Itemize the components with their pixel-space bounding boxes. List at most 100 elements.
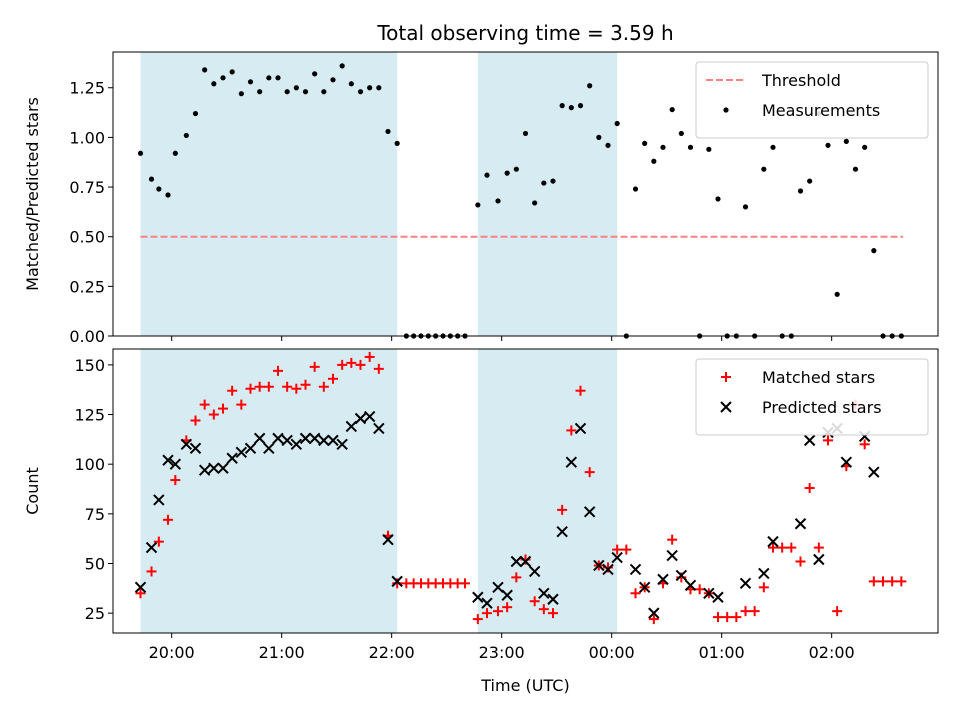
legend-label-0: Threshold <box>761 71 841 90</box>
measurement-point-70 <box>770 144 776 150</box>
measurement-point-74 <box>807 178 813 184</box>
predicted-point-51 <box>684 579 697 592</box>
predicted-point-b <box>739 577 752 590</box>
measurement-point-13 <box>257 89 263 95</box>
predicted-point-b <box>602 563 614 576</box>
predicted-point-b <box>198 464 211 476</box>
measurement-point-63 <box>706 146 712 152</box>
predicted-point-27 <box>382 533 394 546</box>
x-tick-label-5: 01:00 <box>699 643 745 662</box>
measurement-point-45 <box>541 180 547 186</box>
measurement-point-43 <box>522 130 529 137</box>
measurement-point-64 <box>715 196 721 202</box>
predicted-point-19 <box>308 432 321 445</box>
predicted-point-35 <box>528 565 541 578</box>
matched-point-54 <box>621 544 632 555</box>
matched-point-57 <box>648 614 659 625</box>
predicted-point-b <box>244 442 257 455</box>
y-tick-label-1: 50 <box>85 554 105 573</box>
matched-point-4 <box>170 475 181 486</box>
predicted-point-18 <box>299 432 312 445</box>
predicted-point-b <box>528 565 541 578</box>
matched-point-15 <box>273 365 283 376</box>
predicted-point-0 <box>134 581 147 594</box>
predicted-point-b <box>327 434 339 447</box>
predicted-point-b <box>758 567 770 580</box>
measurement-point-50 <box>587 83 593 89</box>
matched-point-65 <box>722 612 733 623</box>
predicted-point-b <box>556 526 568 538</box>
predicted-point-24 <box>354 412 367 425</box>
matched-point-18 <box>300 379 311 390</box>
legend-box <box>695 358 929 436</box>
predicted-point-b <box>226 452 238 464</box>
predicted-point-b <box>492 581 504 594</box>
matched-point-22 <box>337 359 348 370</box>
predicted-point-b <box>712 591 724 603</box>
predicted-point-57 <box>794 518 807 530</box>
predicted-point-b <box>813 553 825 566</box>
predicted-point-b <box>145 541 158 554</box>
x-tick-label-4: 00:00 <box>589 643 635 662</box>
measurement-point-21 <box>330 77 336 83</box>
x-tick-label-1: 21:00 <box>259 643 305 662</box>
matched-point-80 <box>859 439 870 450</box>
predicted-point-25 <box>363 410 376 423</box>
predicted-point-b <box>481 597 493 609</box>
predicted-point-26 <box>373 422 385 435</box>
predicted-point-b <box>638 581 651 594</box>
predicted-point-b <box>299 432 312 445</box>
predicted-point-23 <box>345 420 358 433</box>
predicted-point-b <box>519 555 532 568</box>
predicted-point-b <box>684 579 697 592</box>
predicted-point-b <box>868 466 880 478</box>
matched-point-53 <box>612 544 623 555</box>
matched-point-26 <box>373 363 384 374</box>
predicted-point-4 <box>169 458 182 470</box>
predicted-point-29 <box>472 591 484 603</box>
measurement-point-78 <box>843 138 849 144</box>
predicted-point-8 <box>208 462 220 474</box>
y-tick-label-2: 0.50 <box>69 228 105 247</box>
measurement-point-28 <box>394 140 400 146</box>
matched-point-2 <box>153 536 164 547</box>
measurement-point-17 <box>293 85 299 91</box>
y-tick-label-0: 0.00 <box>69 327 105 346</box>
matched-point-64 <box>713 612 723 623</box>
measurement-point-9 <box>220 75 226 81</box>
matched-point-84 <box>896 576 907 587</box>
measurement-point-76 <box>825 142 831 148</box>
measurement-point-58 <box>660 144 666 150</box>
matched-point-67 <box>740 606 751 617</box>
matched-point-11 <box>236 399 247 410</box>
measurement-point-18 <box>302 89 309 95</box>
predicted-point-2 <box>153 494 165 506</box>
predicted-point-5 <box>180 438 193 451</box>
measurement-point-52 <box>605 142 611 148</box>
predicted-point-b <box>538 587 550 599</box>
predicted-point-b <box>235 446 248 458</box>
measurement-point-26 <box>376 85 382 91</box>
predicted-point-32 <box>501 589 513 601</box>
y-tick-label-1: 0.25 <box>69 277 105 296</box>
matched-point-69 <box>758 582 769 593</box>
measurement-point-80 <box>862 144 868 150</box>
y-tick-label-2: 75 <box>85 505 105 524</box>
shaded-interval-1 <box>477 52 618 336</box>
measurement-point-0 <box>137 150 144 156</box>
predicted-point-b <box>648 607 660 619</box>
top-panel: 0.00 0.25 0.50 0.75 1.00 1.25 Total observing … <box>23 21 939 346</box>
matched-point-73 <box>795 556 806 567</box>
predicted-point-b <box>794 518 807 530</box>
predicted-point-47 <box>648 607 660 619</box>
measurement-point-46 <box>550 178 556 184</box>
predicted-point-52 <box>703 587 715 599</box>
predicted-point-b <box>281 434 293 447</box>
matched-point-16 <box>282 381 293 392</box>
measurement-point-67 <box>742 204 749 210</box>
matched-point-83 <box>887 576 898 587</box>
series-1 <box>134 410 880 619</box>
matched-point-49 <box>575 385 586 396</box>
matched-point-47 <box>557 504 568 515</box>
predicted-point-14 <box>263 442 275 455</box>
